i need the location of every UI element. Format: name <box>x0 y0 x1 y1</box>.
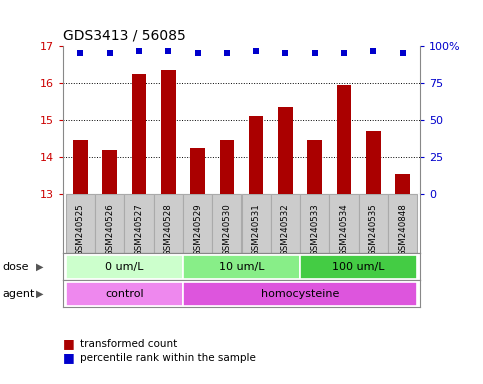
Point <box>194 50 201 56</box>
Text: transformed count: transformed count <box>80 339 177 349</box>
Bar <box>190 148 205 194</box>
Point <box>282 50 289 56</box>
Bar <box>307 141 322 194</box>
Bar <box>366 131 381 194</box>
Point <box>164 48 172 54</box>
Text: GSM240533: GSM240533 <box>310 203 319 256</box>
Text: GSM240529: GSM240529 <box>193 203 202 256</box>
Point <box>76 50 84 56</box>
Point <box>135 48 143 54</box>
Point <box>311 50 319 56</box>
Text: GSM240526: GSM240526 <box>105 203 114 256</box>
Bar <box>183 281 417 306</box>
Bar <box>102 150 117 194</box>
Bar <box>242 194 271 253</box>
Bar <box>66 194 95 253</box>
Point <box>223 50 231 56</box>
Bar <box>359 194 388 253</box>
Text: GDS3413 / 56085: GDS3413 / 56085 <box>63 28 185 42</box>
Bar <box>395 174 410 194</box>
Bar <box>183 194 212 253</box>
Bar <box>132 74 146 194</box>
Bar <box>95 194 124 253</box>
Bar <box>300 255 417 279</box>
Bar <box>212 194 242 253</box>
Text: agent: agent <box>2 289 35 299</box>
Text: 0 um/L: 0 um/L <box>105 262 143 272</box>
Bar <box>249 116 263 194</box>
Text: dose: dose <box>2 262 29 272</box>
Bar <box>66 281 183 306</box>
Text: GSM240532: GSM240532 <box>281 203 290 256</box>
Bar <box>183 255 300 279</box>
Text: ▶: ▶ <box>36 289 44 299</box>
Text: GSM240535: GSM240535 <box>369 203 378 256</box>
Text: ■: ■ <box>63 337 74 350</box>
Text: GSM240848: GSM240848 <box>398 203 407 256</box>
Point <box>340 50 348 56</box>
Point <box>399 50 407 56</box>
Bar <box>329 194 359 253</box>
Text: homocysteine: homocysteine <box>261 289 339 299</box>
Point <box>106 50 114 56</box>
Bar <box>337 85 351 194</box>
Text: percentile rank within the sample: percentile rank within the sample <box>80 353 256 363</box>
Text: GSM240525: GSM240525 <box>76 203 85 256</box>
Bar <box>300 194 329 253</box>
Bar <box>388 194 417 253</box>
Bar <box>161 70 176 194</box>
Bar <box>66 255 183 279</box>
Text: GSM240534: GSM240534 <box>340 203 349 256</box>
Text: GSM240530: GSM240530 <box>222 203 231 256</box>
Text: GSM240527: GSM240527 <box>134 203 143 256</box>
Bar <box>220 141 234 194</box>
Text: 100 um/L: 100 um/L <box>332 262 385 272</box>
Text: 10 um/L: 10 um/L <box>219 262 264 272</box>
Bar <box>278 107 293 194</box>
Text: control: control <box>105 289 143 299</box>
Bar <box>124 194 154 253</box>
Bar <box>73 141 88 194</box>
Text: GSM240531: GSM240531 <box>252 203 261 256</box>
Bar <box>271 194 300 253</box>
Text: ■: ■ <box>63 351 74 364</box>
Point <box>252 48 260 54</box>
Text: GSM240528: GSM240528 <box>164 203 173 256</box>
Bar <box>154 194 183 253</box>
Text: ▶: ▶ <box>36 262 44 272</box>
Point <box>369 48 377 54</box>
